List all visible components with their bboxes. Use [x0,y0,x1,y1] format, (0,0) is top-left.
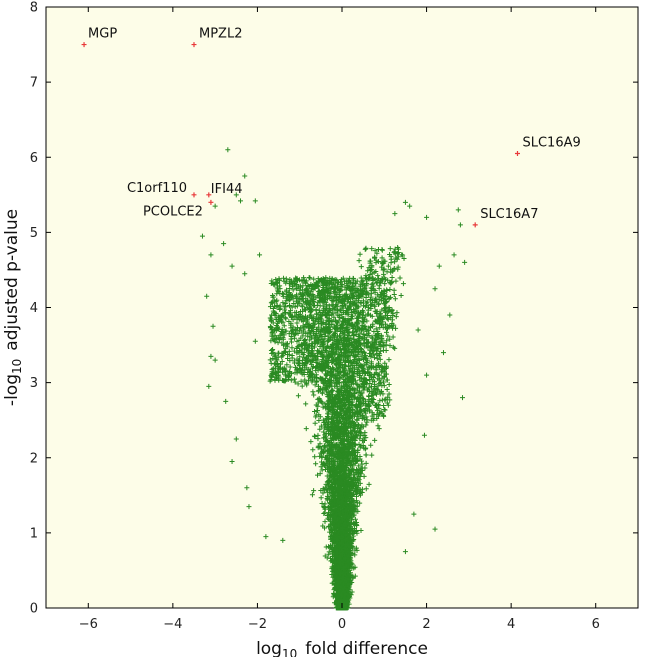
data-point-marker [307,275,313,281]
data-point-marker [301,275,307,281]
data-point-marker [363,460,369,466]
data-points [199,147,468,611]
data-point-marker [316,396,322,402]
data-point-marker [348,299,354,305]
data-point-marker [312,420,318,426]
data-point-marker [303,401,309,407]
data-point-marker [368,442,374,448]
data-point-marker [341,367,347,373]
data-point-marker [339,374,345,380]
data-point-marker [375,423,381,429]
data-point-marker [355,344,361,350]
data-point-marker [350,313,356,319]
data-point-marker [345,433,351,439]
data-point-marker [355,425,361,431]
data-point-marker [321,510,327,516]
data-point-marker [330,337,336,343]
data-point-marker [317,471,323,477]
data-point-marker [299,383,305,389]
data-point-marker [311,276,317,282]
data-point-marker [376,426,382,432]
data-point-marker [315,403,321,409]
data-point-marker [356,356,362,362]
data-point-marker [362,432,368,438]
data-point-marker [315,408,321,414]
data-point-marker [316,418,322,424]
data-point-marker [337,375,343,381]
data-point-marker [332,326,338,332]
data-point-marker [373,309,379,315]
data-point-marker [295,393,301,399]
data-point-marker [312,454,318,460]
data-point-marker [295,381,301,387]
data-point-marker [366,481,372,487]
data-point-marker [318,423,324,429]
data-point-marker [311,392,317,398]
data-point-marker [372,437,378,443]
data-point-marker [342,284,348,290]
data-point-marker [321,429,327,435]
data-point-marker [351,346,357,352]
data-point-marker [352,309,358,315]
data-point-marker [313,461,319,467]
data-point-marker [312,382,318,388]
data-point-marker [363,422,369,428]
data-point-marker [352,311,358,317]
data-point-marker [320,490,326,496]
data-point-marker [318,495,324,501]
data-point-marker [310,447,316,453]
data-point-marker [356,374,362,380]
data-point-marker [315,472,321,478]
data-point-marker [361,473,367,479]
data-point-marker [302,337,308,343]
